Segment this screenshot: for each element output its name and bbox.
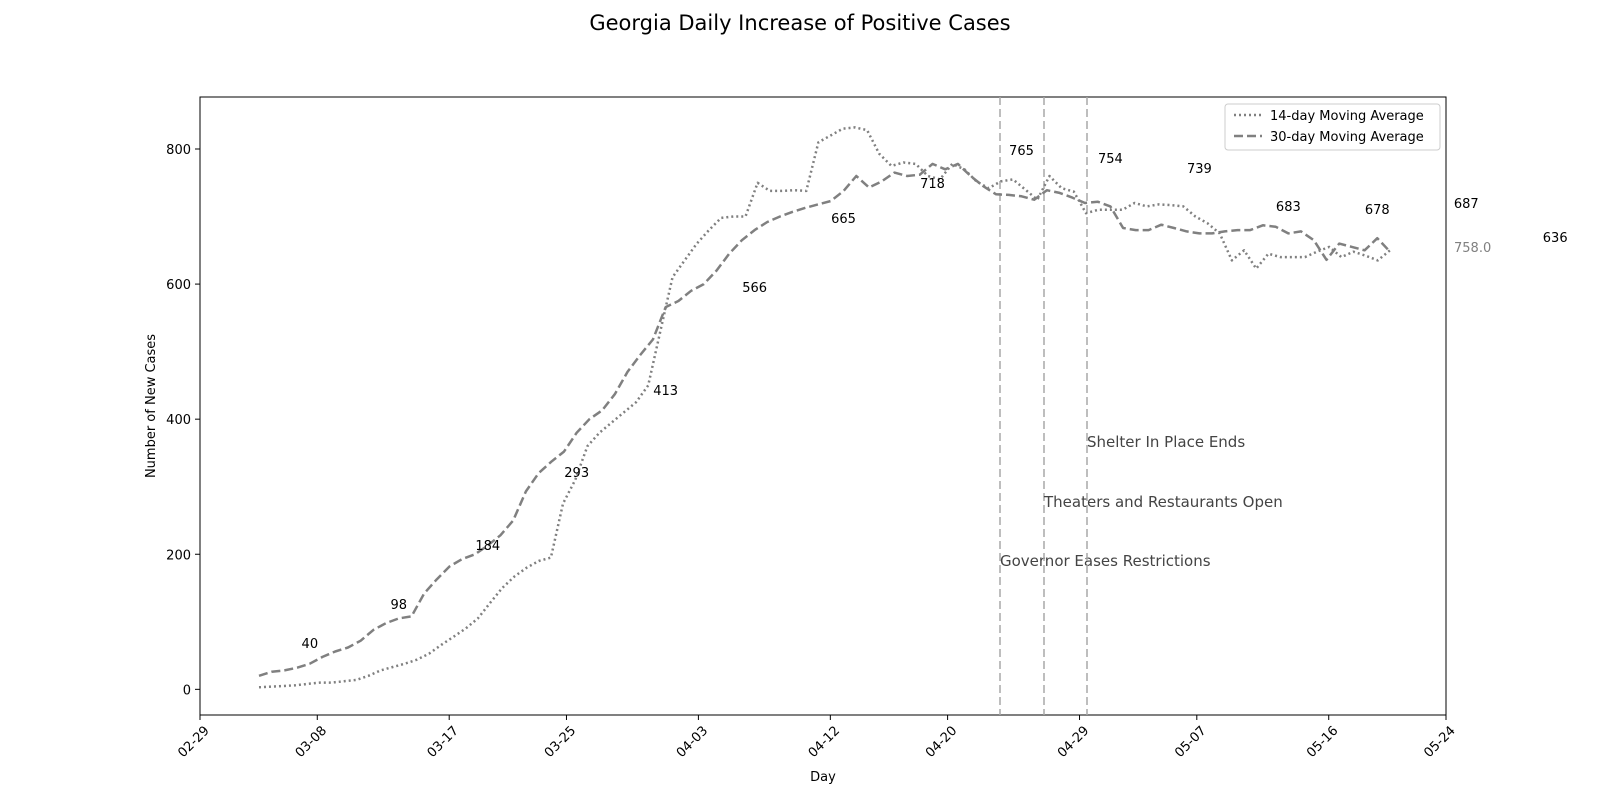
series-14-day-line xyxy=(258,126,1391,689)
data-label: 765 xyxy=(1009,144,1034,159)
series-30-day-line xyxy=(258,162,1391,677)
event-label: Governor Eases Restrictions xyxy=(1000,552,1211,570)
x-tick-label: 03-17 xyxy=(425,723,462,760)
event-label: Shelter In Place Ends xyxy=(1087,433,1245,451)
data-label: 413 xyxy=(653,384,678,399)
legend: 14-day Moving Average 30-day Moving Aver… xyxy=(1224,103,1441,151)
x-tick-label: 03-08 xyxy=(293,723,330,760)
data-label: 636 xyxy=(1543,231,1568,246)
y-tick-label: 400 xyxy=(166,413,191,428)
data-label: 687 xyxy=(1454,197,1479,212)
y-axis: 0 200 400 600 800 xyxy=(166,143,200,698)
legend-label-30-day: 30-day Moving Average xyxy=(1270,130,1424,145)
x-tick-label: 03-25 xyxy=(542,723,579,760)
event-label: Theaters and Restaurants Open xyxy=(1043,493,1283,511)
legend-label-14-day: 14-day Moving Average xyxy=(1270,109,1424,124)
chart-title: Georgia Daily Increase of Positive Cases xyxy=(589,11,1010,35)
x-axis-label: Day xyxy=(810,770,836,785)
event-lines: Governor Eases Restrictions Theaters and … xyxy=(999,97,1283,715)
data-label: 678 xyxy=(1365,203,1390,218)
x-axis: 02-29 03-08 03-17 03-25 04-03 04-12 04-20 04-29… xyxy=(175,715,1459,761)
data-labels: 40 98 184 293 413 566 665 718 765 754 739 683 678 687… xyxy=(302,144,1568,652)
y-tick-label: 800 xyxy=(166,143,191,158)
data-label: 718 xyxy=(920,177,945,192)
y-tick-label: 600 xyxy=(166,278,191,293)
data-label: 683 xyxy=(1276,200,1301,215)
data-label: 184 xyxy=(475,539,500,554)
data-label: 665 xyxy=(831,212,856,227)
data-label: 293 xyxy=(564,466,589,481)
data-label: 754 xyxy=(1098,152,1123,167)
data-label: 98 xyxy=(391,598,408,613)
x-tick-label: 05-07 xyxy=(1172,723,1209,760)
x-tick-label: 02-29 xyxy=(175,723,212,760)
data-label: 566 xyxy=(742,281,767,296)
x-tick-label: 04-03 xyxy=(674,723,711,760)
x-tick-label: 05-24 xyxy=(1421,723,1458,760)
data-label: 739 xyxy=(1187,162,1212,177)
series-lines xyxy=(258,126,1391,689)
legend-box xyxy=(1224,103,1441,151)
plot-area xyxy=(199,96,1447,716)
y-tick-label: 200 xyxy=(166,548,191,563)
y-tick-label: 0 xyxy=(183,683,191,698)
x-tick-label: 04-12 xyxy=(806,723,843,760)
y-axis-label: Number of New Cases xyxy=(144,334,159,478)
side-value-label: 758.0 xyxy=(1454,241,1491,256)
data-label: 40 xyxy=(302,637,319,652)
x-tick-label: 04-20 xyxy=(923,723,960,760)
x-tick-label: 05-16 xyxy=(1304,723,1341,760)
x-tick-label: 04-29 xyxy=(1055,723,1092,760)
